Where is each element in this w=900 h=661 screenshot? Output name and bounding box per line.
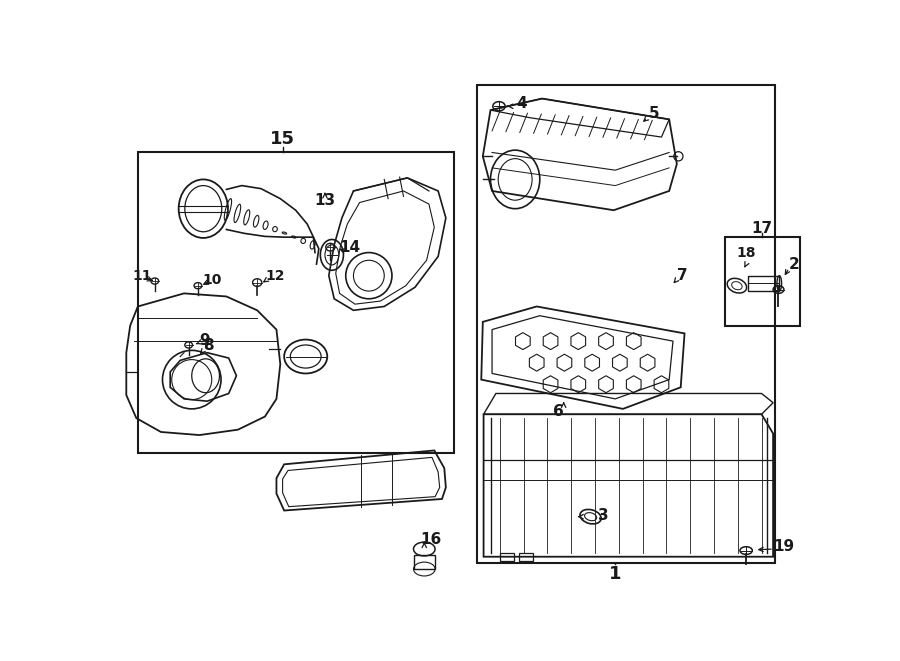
Text: 10: 10 <box>202 272 221 286</box>
Text: 6: 6 <box>553 405 563 420</box>
Text: 9: 9 <box>199 333 210 348</box>
Text: 11: 11 <box>132 270 152 284</box>
Text: 8: 8 <box>203 338 214 353</box>
Bar <box>725 237 800 326</box>
Text: 12: 12 <box>266 270 284 284</box>
Bar <box>749 276 779 291</box>
Text: 1: 1 <box>609 564 622 582</box>
Text: 5: 5 <box>649 106 660 121</box>
Bar <box>519 553 533 561</box>
Text: 17: 17 <box>751 221 772 236</box>
Text: 15: 15 <box>270 130 295 148</box>
Text: 13: 13 <box>314 194 336 208</box>
Text: 19: 19 <box>773 539 795 554</box>
Bar <box>500 553 514 561</box>
Text: 16: 16 <box>419 532 441 547</box>
Text: 2: 2 <box>788 256 799 272</box>
Text: 7: 7 <box>677 268 688 283</box>
Bar <box>138 153 454 453</box>
Text: 3: 3 <box>598 508 609 524</box>
Text: 4: 4 <box>516 96 526 110</box>
Bar <box>477 85 776 563</box>
Bar <box>413 555 435 569</box>
Text: 18: 18 <box>736 247 756 260</box>
Text: 14: 14 <box>340 240 361 254</box>
